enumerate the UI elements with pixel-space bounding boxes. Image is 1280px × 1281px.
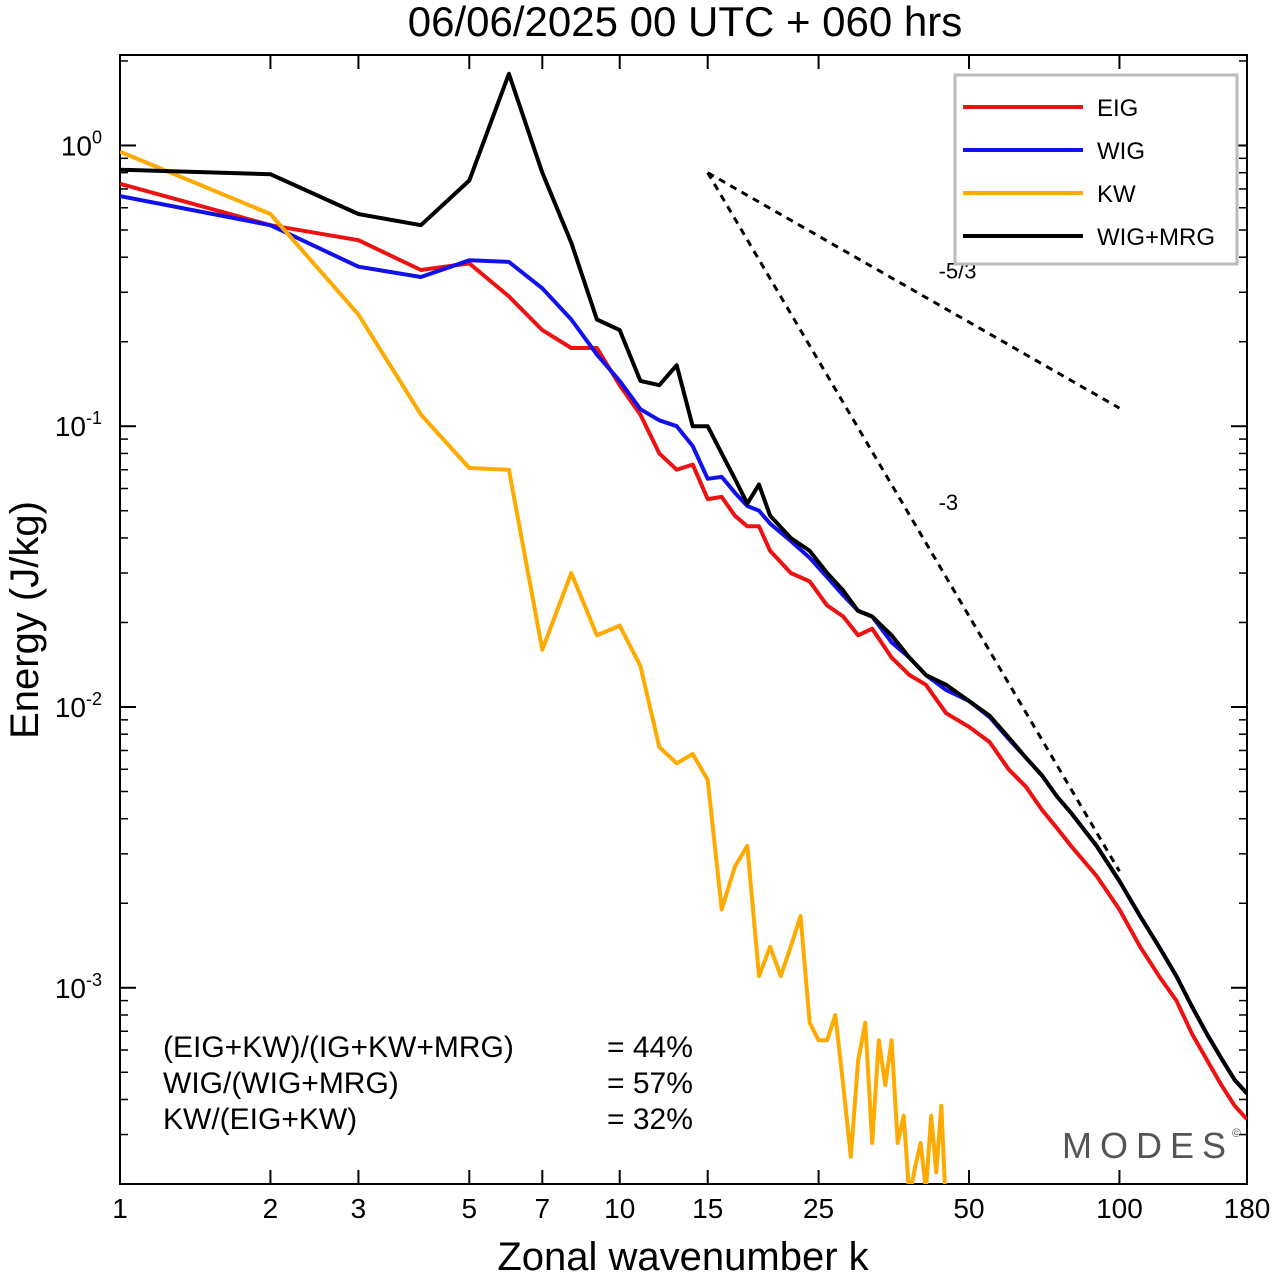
- ratio-annotations: (EIG+KW)/(IG+KW+MRG) = 44% WIG/(WIG+MRG) = …: [163, 1031, 693, 1136]
- reference-line: [706, 171, 1121, 410]
- copyright-mark: ©: [1232, 1126, 1241, 1140]
- x-axis-label: Zonal wavenumber k: [497, 1235, 869, 1279]
- y-axis-label: Energy (J/kg): [3, 501, 47, 739]
- x-tick-label: 50: [953, 1193, 984, 1224]
- reference-line: [706, 171, 1121, 873]
- ratio-value: = 44%: [607, 1031, 693, 1064]
- x-tick-label: 25: [803, 1193, 834, 1224]
- y-tick-label: 10-1: [55, 408, 102, 442]
- ratio-value: = 57%: [607, 1067, 693, 1100]
- series-layer: [120, 71, 1247, 1184]
- y-tick-label: 10-3: [55, 970, 102, 1004]
- series-line-wig: [120, 194, 1247, 1095]
- axis-ticks: 1 2 3 5 7 10 15 25 50 100 180 100 10-1 10-2 10-3: [55, 55, 1271, 1224]
- legend-label: EIG: [1097, 95, 1138, 122]
- legend-label: KW: [1097, 181, 1136, 208]
- ratio-value: = 32%: [607, 1103, 693, 1136]
- x-tick-label: 7: [535, 1193, 551, 1224]
- modes-watermark: MODES: [1062, 1125, 1234, 1166]
- ratio-label: (EIG+KW)/(IG+KW+MRG): [163, 1031, 514, 1064]
- series-line-eig: [120, 181, 1247, 1121]
- legend-label: WIG: [1097, 138, 1145, 165]
- legend-label: WIG+MRG: [1097, 224, 1215, 251]
- reference-line-label: -3: [939, 490, 959, 515]
- series-line-wig-mrg: [120, 71, 1247, 1095]
- x-tick-label: 5: [461, 1193, 477, 1224]
- x-tick-label: 1: [112, 1193, 128, 1224]
- chart-title: 06/06/2025 00 UTC + 060 hrs: [408, 0, 963, 45]
- plot-frame: [119, 54, 1248, 1185]
- y-tick-label: 10-2: [55, 689, 102, 723]
- x-tick-label: 10: [604, 1193, 635, 1224]
- legend: EIG WIG KW WIG+MRG: [953, 73, 1239, 266]
- y-tick-label: 100: [61, 127, 102, 161]
- x-tick-label: 100: [1096, 1193, 1143, 1224]
- x-tick-label: 2: [263, 1193, 279, 1224]
- ratio-label: WIG/(WIG+MRG): [163, 1067, 399, 1100]
- x-tick-label: 3: [351, 1193, 367, 1224]
- x-tick-label: 15: [692, 1193, 723, 1224]
- ratio-label: KW/(EIG+KW): [163, 1103, 357, 1136]
- series-line-kw: [120, 149, 947, 1184]
- x-tick-label: 180: [1224, 1193, 1271, 1224]
